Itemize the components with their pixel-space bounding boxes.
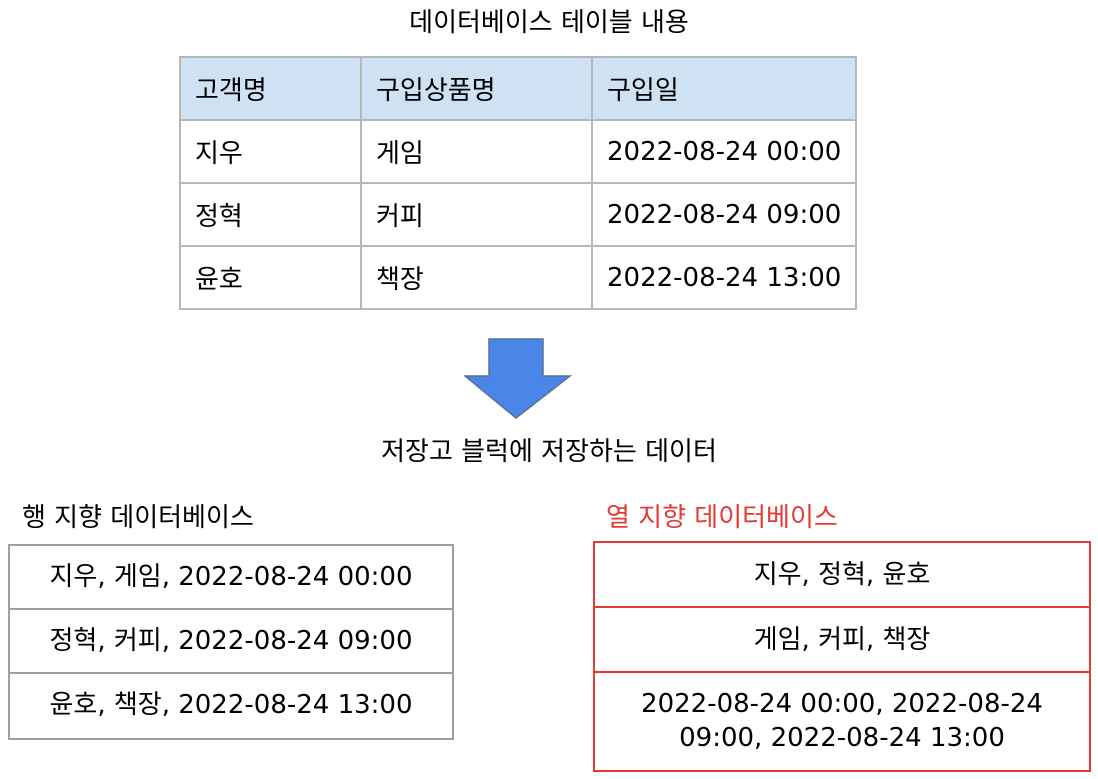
database-table-title: 데이터베이스 테이블 내용 (409, 8, 689, 38)
table-cell: 윤호 (179, 245, 362, 310)
table-cell: 책장 (360, 245, 593, 310)
header-product-name: 구입상품명 (360, 56, 593, 121)
source-table: 고객명 구입상품명 구입일 지우 게임 2022-08-24 00:00 정혁 … (179, 56, 857, 310)
table-cell: 2022-08-24 13:00 (591, 245, 857, 310)
table-cell: 게임 (360, 119, 593, 184)
row-store-block: 정혁, 커피, 2022-08-24 09:00 (10, 610, 452, 674)
table-row: 지우 게임 2022-08-24 00:00 (179, 119, 857, 184)
row-store-box: 지우, 게임, 2022-08-24 00:00 정혁, 커피, 2022-08… (8, 544, 454, 740)
down-arrow-icon (464, 338, 572, 419)
table-cell: 2022-08-24 09:00 (591, 182, 857, 247)
column-store-box: 지우, 정혁, 윤호 게임, 커피, 책장 2022-08-24 00:00, … (593, 541, 1091, 772)
header-purchase-date: 구입일 (591, 56, 857, 121)
column-store-block: 게임, 커피, 책장 (595, 608, 1089, 673)
table-cell: 2022-08-24 00:00 (591, 119, 857, 184)
table-cell: 지우 (179, 119, 362, 184)
column-store-block: 지우, 정혁, 윤호 (595, 543, 1089, 608)
header-customer-name: 고객명 (179, 56, 362, 121)
table-row: 정혁 커피 2022-08-24 09:00 (179, 182, 857, 247)
storage-block-title: 저장고 블럭에 저장하는 데이터 (381, 437, 717, 467)
table-row: 윤호 책장 2022-08-24 13:00 (179, 245, 857, 310)
column-oriented-title: 열 지향 데이터베이스 (606, 503, 838, 533)
table-header-row: 고객명 구입상품명 구입일 (179, 56, 857, 121)
table-cell: 정혁 (179, 182, 362, 247)
row-store-block: 윤호, 책장, 2022-08-24 13:00 (49, 690, 413, 720)
table-cell: 커피 (360, 182, 593, 247)
row-oriented-title: 행 지향 데이터베이스 (22, 503, 254, 533)
column-store-block: 2022-08-24 00:00, 2022-08-24 09:00, 2022… (641, 689, 1043, 753)
row-store-block: 지우, 게임, 2022-08-24 00:00 (10, 546, 452, 610)
